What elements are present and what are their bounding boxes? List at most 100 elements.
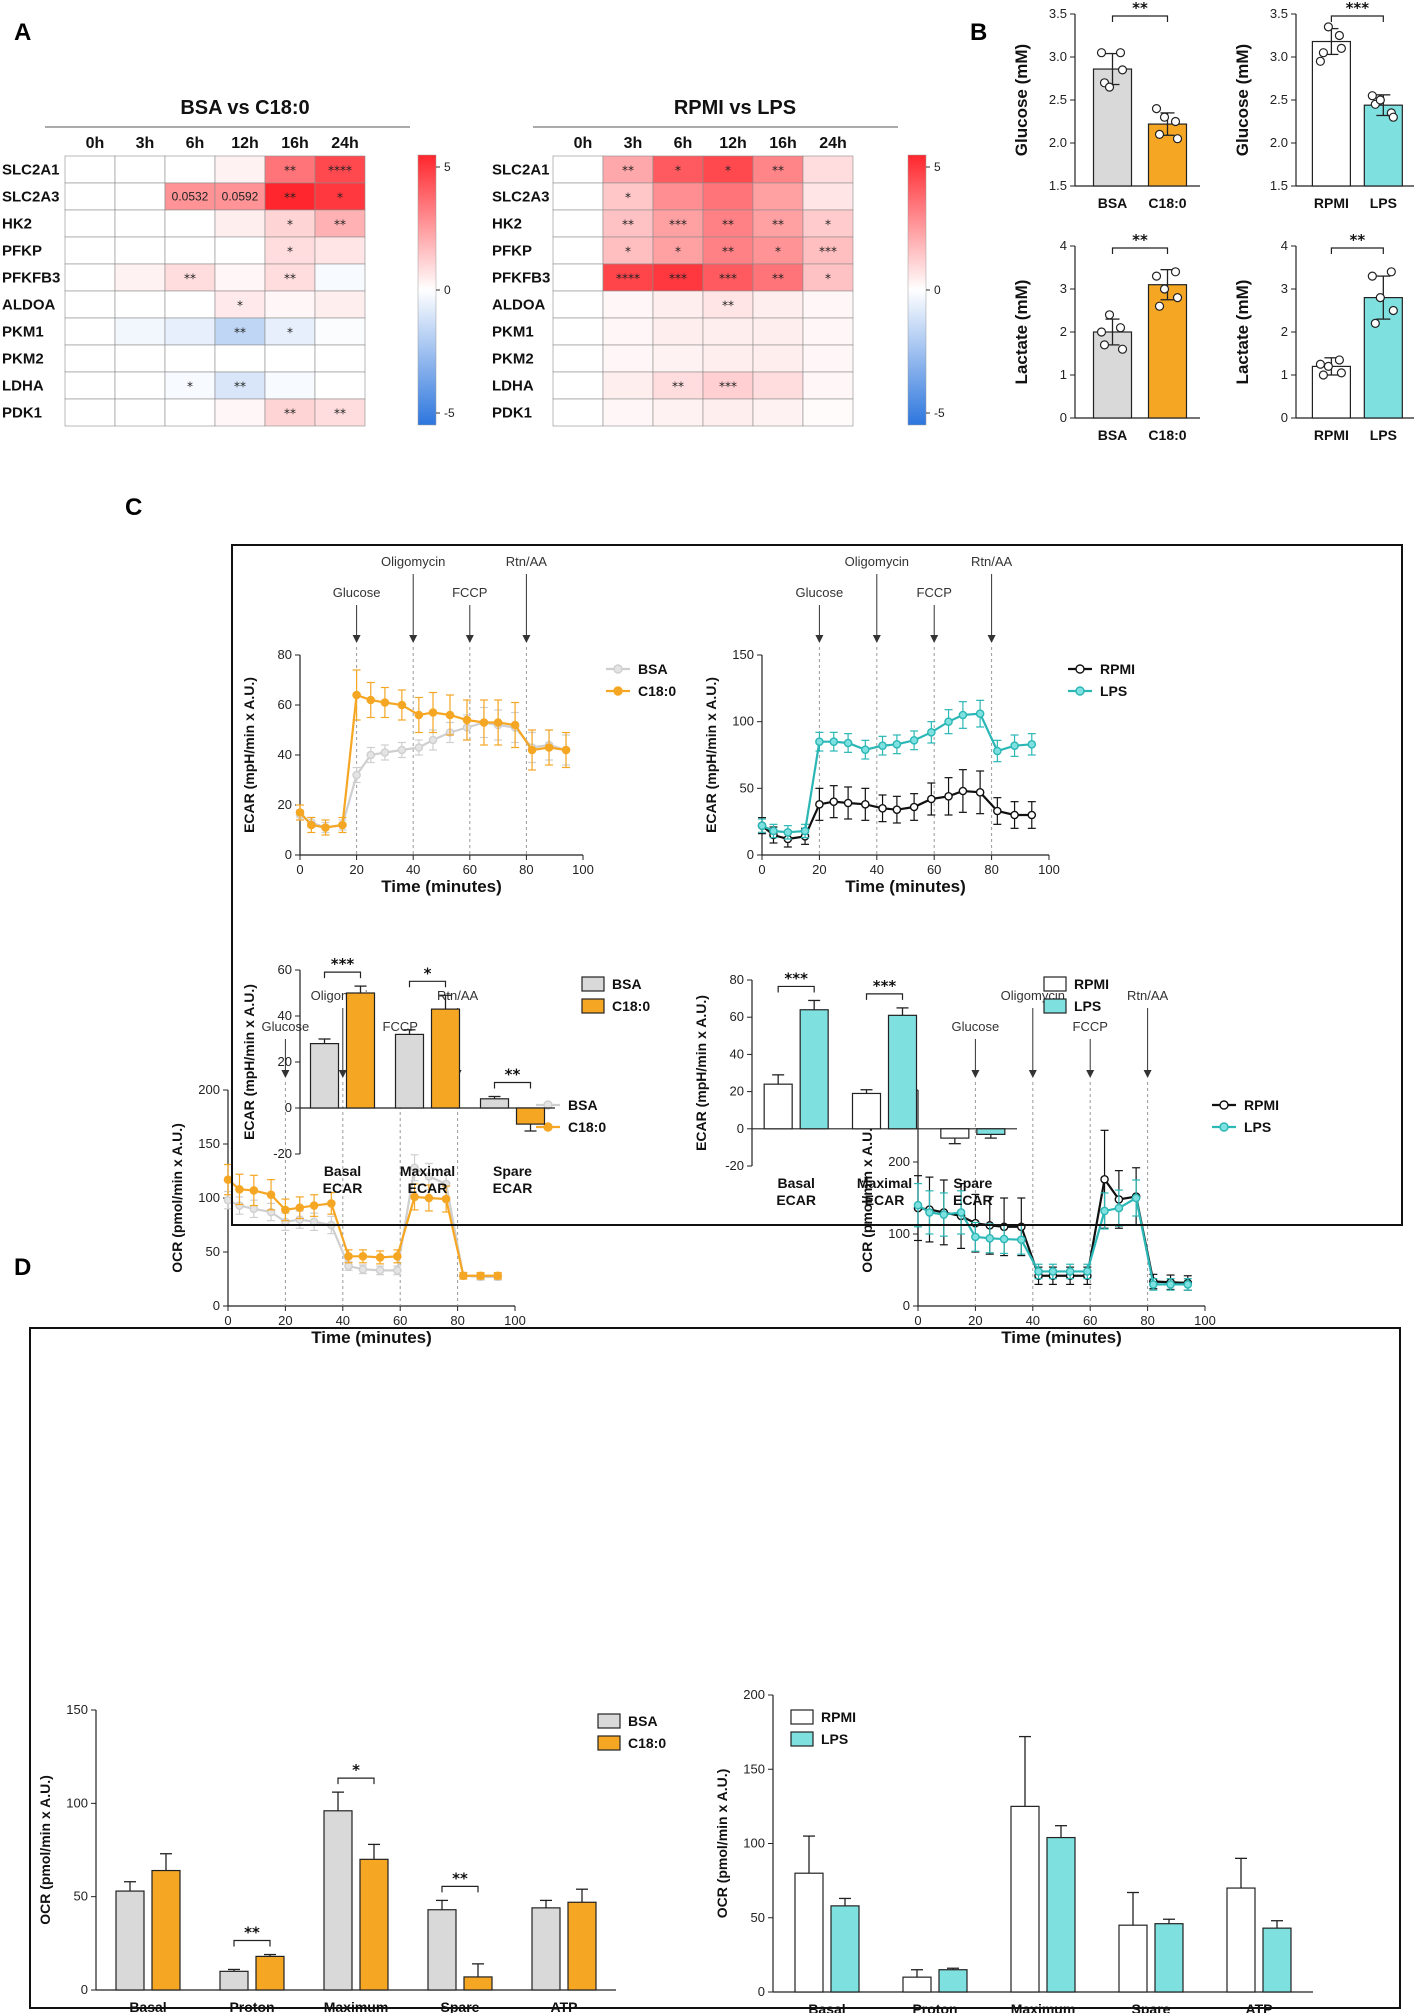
data-point bbox=[1096, 48, 1107, 58]
significance-label: ** bbox=[1132, 231, 1148, 249]
series-c180 bbox=[223, 1163, 503, 1281]
series-lps bbox=[913, 1179, 1193, 1291]
heatmap-cell-label: * bbox=[675, 245, 681, 259]
bar bbox=[323, 1810, 353, 1991]
data-point bbox=[1104, 82, 1115, 92]
data-point bbox=[1154, 129, 1165, 139]
data-point bbox=[1159, 284, 1170, 294]
data-point bbox=[1010, 741, 1019, 750]
heatmap-cell bbox=[314, 155, 366, 184]
colorbar-tick-label: -5 bbox=[444, 406, 455, 420]
heatmap-cell bbox=[702, 209, 754, 238]
x-tick-label: 40 bbox=[1026, 1313, 1040, 1328]
data-point bbox=[366, 750, 376, 760]
y-tick-label: 2.5 bbox=[1049, 92, 1067, 107]
significance-label: *** bbox=[784, 969, 808, 987]
y-tick-label: 150 bbox=[743, 1761, 765, 1776]
injection-arrow-head bbox=[1086, 1070, 1095, 1078]
heatmap-cell bbox=[214, 236, 266, 265]
data-point bbox=[1100, 1206, 1109, 1216]
y-tick-label: 100 bbox=[888, 1226, 910, 1241]
significance-label: ** bbox=[1350, 231, 1366, 249]
heatmap-cell bbox=[602, 290, 654, 319]
heatmap-cell bbox=[652, 182, 704, 211]
y-tick-label: 3 bbox=[1060, 281, 1067, 296]
legend-swatch bbox=[597, 1735, 621, 1751]
series-lps bbox=[757, 699, 1037, 840]
heatmap-cell-label: *** bbox=[719, 380, 737, 394]
data-point bbox=[1149, 1280, 1158, 1289]
data-point bbox=[352, 770, 361, 780]
data-point bbox=[479, 718, 489, 727]
heatmap-col-label: 3h bbox=[136, 135, 155, 152]
data-point bbox=[1388, 112, 1398, 122]
heatmap-cell-label: * bbox=[287, 218, 293, 232]
y-tick-label: 0 bbox=[758, 1984, 765, 1999]
injection-arrow-head bbox=[409, 635, 418, 643]
y-tick-label: 2 bbox=[1060, 324, 1067, 339]
y-tick-label: 50 bbox=[751, 1910, 765, 1925]
bar bbox=[430, 1008, 461, 1109]
heatmap-cell-label: ** bbox=[284, 191, 296, 205]
data-point bbox=[393, 1252, 402, 1261]
y-tick-label: 150 bbox=[66, 1702, 88, 1717]
heatmap-row-label: PKM1 bbox=[492, 324, 534, 341]
x-tick-label: C18:0 bbox=[1148, 195, 1186, 211]
data-point bbox=[1104, 310, 1115, 320]
bar bbox=[219, 1970, 249, 1991]
legend-label: LPS bbox=[1074, 998, 1101, 1014]
y-tick-label: 4 bbox=[1060, 238, 1067, 253]
heatmap-col-label: 16h bbox=[769, 135, 797, 152]
data-point bbox=[358, 1264, 368, 1274]
data-point bbox=[1027, 810, 1037, 820]
significance-bracket bbox=[408, 980, 447, 988]
x-axis-label: Time (minutes) bbox=[845, 877, 966, 896]
y-tick-label: 1.5 bbox=[1270, 178, 1288, 193]
heatmap-cell bbox=[652, 317, 704, 346]
data-point bbox=[925, 1208, 934, 1217]
y-tick-label: 0 bbox=[81, 1982, 88, 1997]
y-tick-label: 60 bbox=[730, 1009, 744, 1024]
y-axis-label: ECAR (mpH/min x A.U.) bbox=[241, 984, 257, 1140]
y-axis-label: OCR (pmol/min x A.U.) bbox=[169, 1123, 185, 1273]
bar bbox=[359, 1858, 389, 1991]
heatmap-cell bbox=[602, 263, 654, 292]
y-axis-label: OCR (pmol/min x A.U.) bbox=[714, 1769, 730, 1919]
heatmap-cell bbox=[652, 236, 704, 265]
significance-bracket bbox=[1330, 15, 1384, 22]
bar bbox=[1262, 1927, 1292, 1993]
significance-bracket bbox=[865, 993, 904, 1000]
heatmap-col-label: 24h bbox=[819, 135, 847, 152]
heatmap-cell-label: * bbox=[287, 245, 293, 259]
label-line: Basal bbox=[129, 1999, 166, 2013]
heatmap-cell-label: ** bbox=[234, 380, 246, 394]
y-tick-label: 2.0 bbox=[1049, 135, 1067, 150]
data-point bbox=[909, 802, 919, 812]
heatmap-row-label: HK2 bbox=[2, 216, 32, 233]
data-point bbox=[1367, 271, 1377, 281]
data-point bbox=[944, 717, 953, 726]
y-tick-label: 0 bbox=[1281, 410, 1288, 425]
y-tick-label: 2 bbox=[1281, 324, 1288, 339]
heatmap-cell-label: ** bbox=[672, 380, 684, 394]
data-point bbox=[397, 700, 407, 710]
data-point bbox=[1115, 48, 1126, 58]
data-point bbox=[829, 737, 839, 746]
injection-label: FCCP bbox=[452, 585, 487, 600]
y-tick-label: 150 bbox=[732, 647, 754, 662]
data-point bbox=[344, 1261, 353, 1271]
data-point bbox=[1159, 112, 1170, 122]
data-point bbox=[815, 737, 824, 746]
data-point bbox=[1367, 91, 1377, 101]
heatmap-row-label: HK2 bbox=[492, 216, 522, 233]
data-point bbox=[249, 1186, 259, 1195]
heatmap-title: BSA vs C18:0 bbox=[180, 97, 309, 119]
legend-marker bbox=[543, 1100, 553, 1110]
x-tick-label: 60 bbox=[927, 862, 941, 877]
data-point bbox=[993, 746, 1002, 756]
heatmap-cell bbox=[264, 290, 316, 319]
heatmap-cell bbox=[802, 209, 854, 238]
significance-label: ** bbox=[505, 1066, 521, 1084]
data-point bbox=[544, 743, 554, 752]
significance-bracket bbox=[493, 1081, 532, 1089]
